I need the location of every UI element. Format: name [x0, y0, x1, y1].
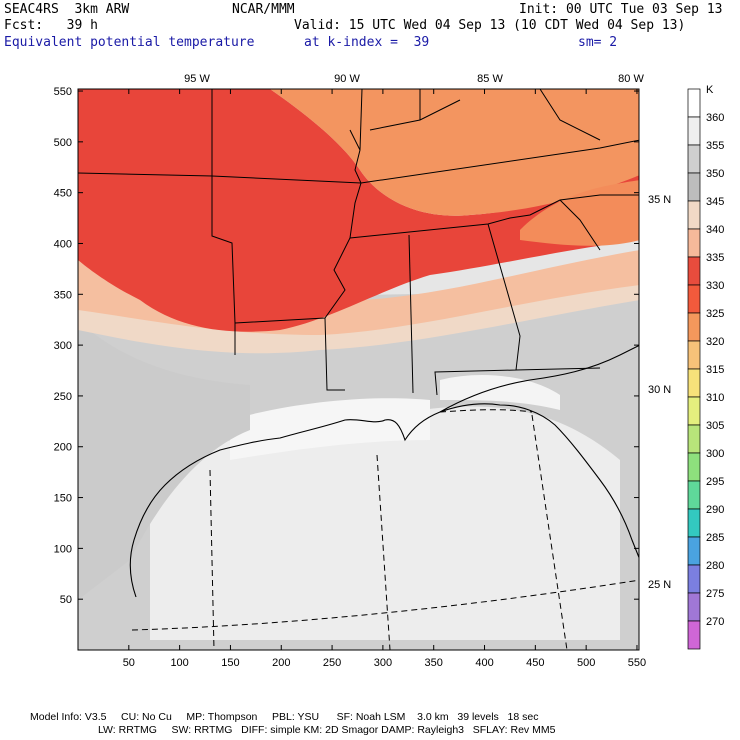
colorbar-label: 295 [706, 476, 724, 488]
colorbar-label: 290 [706, 504, 724, 516]
x-tick-label: 500 [577, 657, 595, 669]
y-tick-label: 550 [54, 86, 72, 98]
colorbar-swatch [687, 312, 701, 342]
colorbar-swatch [687, 368, 701, 398]
colorbar-swatch [687, 508, 701, 538]
x-tick-label: 50 [123, 657, 135, 669]
map-plot: 50 100 150 200 250 300 350 400 450 500 550 50 100 15… [54, 73, 725, 669]
colorbar-swatch [687, 452, 701, 482]
colorbar-label: 340 [706, 224, 724, 236]
forecast-hour: Fcst: 39 h [4, 18, 98, 33]
colorbar-label: 310 [706, 392, 724, 404]
x-tick-label: 200 [272, 657, 290, 669]
y-tick-label: 250 [54, 391, 72, 403]
y-tick-label: 450 [54, 188, 72, 200]
colorbar-label: 280 [706, 560, 724, 572]
field-name: Equivalent potential temperature [4, 35, 255, 50]
level-info: at k-index = 39 [304, 35, 430, 50]
footer-line-2: LW: RRTMG SW: RRTMG DIFF: simple KM: 2D … [98, 724, 556, 736]
colorbar-swatch [687, 340, 701, 370]
colorbar-label: 275 [706, 588, 724, 600]
colorbar-swatch [687, 592, 701, 622]
model-name: SEAC4RS 3km ARW [4, 2, 130, 17]
colorbar-label: 350 [706, 168, 724, 180]
state-boundaries [78, 89, 639, 396]
colorbar-swatch [687, 620, 701, 650]
init-time: Init: 00 UTC Tue 03 Sep 13 [519, 2, 723, 17]
colorbar-label: 360 [706, 112, 724, 124]
colorbar-swatch [687, 116, 701, 146]
y-tick-label: 150 [54, 493, 72, 505]
colorbar-label: 320 [706, 336, 724, 348]
y-axis: 50 100 150 200 250 300 350 400 450 500 550 [54, 86, 639, 606]
x-tick-label: 250 [323, 657, 341, 669]
colorbar-swatch [687, 564, 701, 594]
colorbar-label: 300 [706, 448, 724, 460]
colorbar-swatch [687, 284, 701, 314]
y-tick-label: 500 [54, 137, 72, 149]
colorbar-swatch [687, 536, 701, 566]
colorbar-swatch [687, 396, 701, 426]
colorbar-swatch [687, 228, 701, 258]
colorbar-swatch [687, 256, 701, 286]
colorbar-swatch [687, 144, 701, 174]
colorbar-swatch [687, 424, 701, 454]
colorbar-swatch [687, 88, 701, 118]
valid-time: Valid: 15 UTC Wed 04 Sep 13 (10 CDT Wed … [294, 18, 686, 33]
x-tick-label: 450 [526, 657, 544, 669]
y-tick-label: 350 [54, 289, 72, 301]
colorbar-label: 315 [706, 364, 724, 376]
colorbar-label: 335 [706, 252, 724, 264]
x-tick-label: 150 [221, 657, 239, 669]
y-tick-label: 100 [54, 543, 72, 555]
y-tick-label: 50 [60, 594, 72, 606]
colorbar-label: 355 [706, 140, 724, 152]
x-tick-label: 100 [170, 657, 188, 669]
smoothing-info: sm= 2 [578, 35, 618, 50]
colorbar-label: 285 [706, 532, 724, 544]
map-field [78, 89, 639, 650]
y-tick-label: 200 [54, 442, 72, 454]
lat-label-25n: 25 N [648, 579, 671, 591]
footer-line-1: Model Info: V3.5 CU: No Cu MP: Thompson … [30, 711, 539, 723]
projection-grid [131, 409, 639, 650]
colorbar-label: 325 [706, 308, 724, 320]
colorbar-label: 330 [706, 280, 724, 292]
center-name: NCAR/MMM [232, 2, 295, 17]
coastline [129, 344, 639, 598]
colorbar-label: 270 [706, 616, 724, 628]
lon-label-80w: 80 W [618, 73, 644, 85]
lat-label-35n: 35 N [648, 194, 671, 206]
colorbar-swatch [687, 200, 701, 230]
map-frame [77, 88, 640, 651]
x-tick-label: 350 [425, 657, 443, 669]
x-tick-label: 550 [628, 657, 646, 669]
x-axis: 50 100 150 200 250 300 350 400 450 500 550 [123, 89, 646, 669]
y-tick-label: 300 [54, 340, 72, 352]
colorbar: 360 355 350 345 340 335 330 325 320 315 310 305 300 2… [687, 88, 724, 650]
colorbar-label: 345 [706, 196, 724, 208]
colorbar-swatch [687, 480, 701, 510]
lon-label-95w: 95 W [184, 73, 210, 85]
lon-label-85w: 85 W [477, 73, 503, 85]
lat-label-30n: 30 N [648, 384, 671, 396]
colorbar-label: 305 [706, 420, 724, 432]
colorbar-swatch [687, 172, 701, 202]
lon-label-90w: 90 W [334, 73, 360, 85]
x-tick-label: 400 [475, 657, 493, 669]
x-tick-label: 300 [374, 657, 392, 669]
colorbar-unit: K [706, 84, 714, 96]
y-tick-label: 400 [54, 238, 72, 250]
